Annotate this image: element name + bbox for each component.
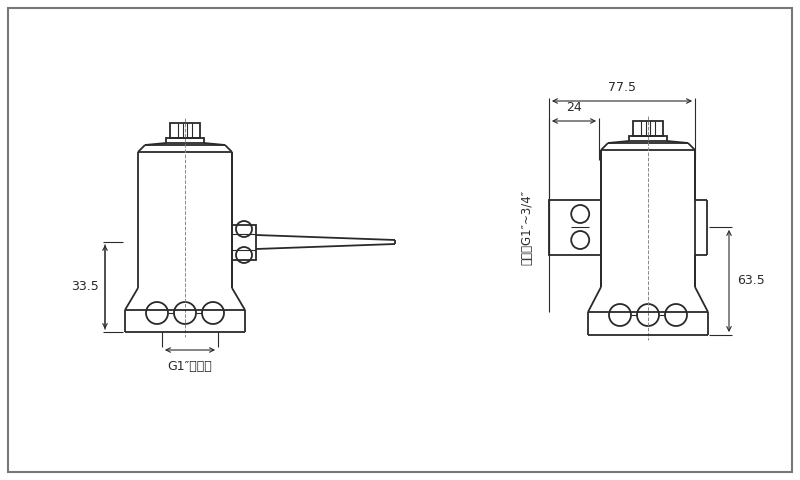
Bar: [549, 200, 601, 254]
Bar: [633, 121, 663, 136]
Text: 63.5: 63.5: [737, 275, 765, 288]
Bar: [170, 123, 200, 138]
Text: 77.5: 77.5: [608, 81, 636, 94]
Bar: [166, 138, 204, 143]
Text: G1″下水口: G1″下水口: [168, 360, 212, 373]
Text: 进水口G1″~3/4″: 进水口G1″~3/4″: [521, 190, 534, 264]
Bar: [232, 225, 256, 260]
Text: 33.5: 33.5: [71, 280, 99, 293]
Text: 24: 24: [566, 101, 582, 114]
Bar: [629, 136, 667, 141]
